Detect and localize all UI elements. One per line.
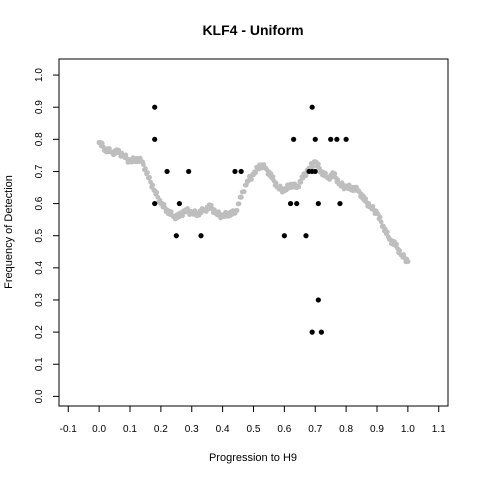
data-point: [281, 233, 287, 239]
data-point: [318, 329, 325, 335]
data-point: [152, 104, 158, 110]
data-point: [312, 168, 318, 175]
trend-point: [253, 170, 258, 176]
trend-point: [377, 214, 383, 220]
data-point: [328, 136, 334, 142]
data-point: [176, 200, 183, 207]
x-tick-label: 0.6: [277, 424, 291, 435]
trend-point: [401, 252, 407, 257]
plot-frame: [58, 58, 449, 407]
data-point: [303, 233, 309, 239]
y-tick-label: 1.0: [34, 68, 45, 82]
trend-point: [150, 182, 156, 188]
trend-point: [249, 176, 254, 182]
x-tick-label: 0.4: [216, 424, 230, 435]
y-axis: 0.0 0.1 0.2 0.3 0.4 0.5 0.6 0.7 0.8 0.9 1.0: [34, 68, 59, 403]
points-layer: [152, 104, 349, 335]
data-point: [287, 200, 294, 207]
x-tick-label: 0.2: [154, 424, 168, 435]
data-point: [337, 200, 343, 207]
x-tick-label: -0.1: [60, 424, 78, 435]
y-tick-label: 0.2: [34, 325, 45, 339]
data-point: [315, 297, 321, 303]
x-tick-label: 0.0: [92, 424, 106, 435]
data-point: [291, 136, 297, 142]
x-tick-label: 0.3: [185, 424, 199, 435]
trend-point: [397, 248, 403, 253]
x-tick-label: 0.1: [123, 424, 137, 435]
chart-title: KLF4 - Uniform: [202, 22, 303, 38]
trend-point: [154, 190, 160, 195]
trend-point: [168, 209, 174, 215]
data-point: [152, 136, 158, 142]
data-point: [312, 136, 318, 142]
trend-point: [335, 177, 341, 183]
y-axis-label: Frequency of Detection: [3, 175, 15, 289]
y-tick-label: 0.9: [34, 100, 45, 114]
trend-point: [143, 166, 148, 171]
x-tick-label: 0.5: [247, 424, 261, 435]
trend-point: [243, 182, 249, 188]
data-point: [173, 233, 179, 239]
trend-point: [123, 152, 129, 158]
trend-point: [378, 219, 384, 225]
x-axis: -0.1 0.0 0.1 0.2 0.3 0.4 0.5 0.6 0.7 0.8 0.9 1.0 1.1: [60, 406, 446, 435]
x-tick-label: 1.1: [432, 424, 446, 435]
y-tick-label: 0.7: [34, 164, 45, 178]
trend-point: [370, 203, 376, 209]
trend-point: [315, 161, 321, 167]
trend-point: [394, 241, 399, 247]
data-point: [232, 168, 238, 175]
y-tick-label: 0.1: [34, 357, 45, 371]
trend-point: [323, 170, 328, 176]
data-point: [152, 200, 158, 207]
data-point: [343, 136, 349, 142]
trend-point: [145, 170, 150, 176]
trend-point: [296, 184, 302, 190]
trend-point: [332, 171, 338, 177]
x-tick-label: 0.9: [370, 424, 384, 435]
y-tick-label: 0.5: [34, 228, 45, 242]
trend-point: [298, 179, 304, 185]
trend-point: [236, 201, 242, 207]
data-point: [186, 168, 192, 175]
trend-layer: [96, 139, 411, 265]
trend-point: [310, 164, 316, 169]
y-tick-label: 0.8: [34, 132, 45, 146]
trend-point: [241, 189, 247, 195]
y-tick-label: 0.0: [34, 389, 45, 403]
trend-point: [270, 174, 276, 180]
x-tick-label: 0.7: [308, 424, 322, 435]
data-point: [164, 168, 170, 175]
trend-point: [161, 201, 167, 207]
data-point: [334, 136, 340, 142]
trend-point: [363, 196, 369, 202]
y-tick-label: 0.6: [34, 196, 45, 210]
trend-point: [147, 175, 152, 180]
y-tick-label: 0.3: [34, 293, 45, 307]
trend-point: [99, 140, 105, 146]
trend-point: [273, 180, 279, 186]
trend-point: [238, 194, 244, 200]
data-point: [198, 233, 204, 239]
data-point: [309, 329, 315, 335]
y-tick-label: 0.4: [34, 260, 45, 274]
trend-point: [384, 229, 390, 235]
trend-point: [234, 208, 240, 213]
data-point: [238, 168, 244, 175]
x-axis-label: Progression to H9: [209, 452, 297, 464]
data-point: [309, 104, 315, 110]
data-point: [315, 200, 321, 207]
trend-point: [140, 162, 146, 167]
trend-point: [303, 173, 309, 179]
data-point: [294, 200, 300, 207]
x-tick-label: 1.0: [401, 424, 415, 435]
trend-point: [405, 258, 411, 265]
trend-point: [208, 202, 214, 208]
x-tick-label: 0.8: [339, 424, 353, 435]
